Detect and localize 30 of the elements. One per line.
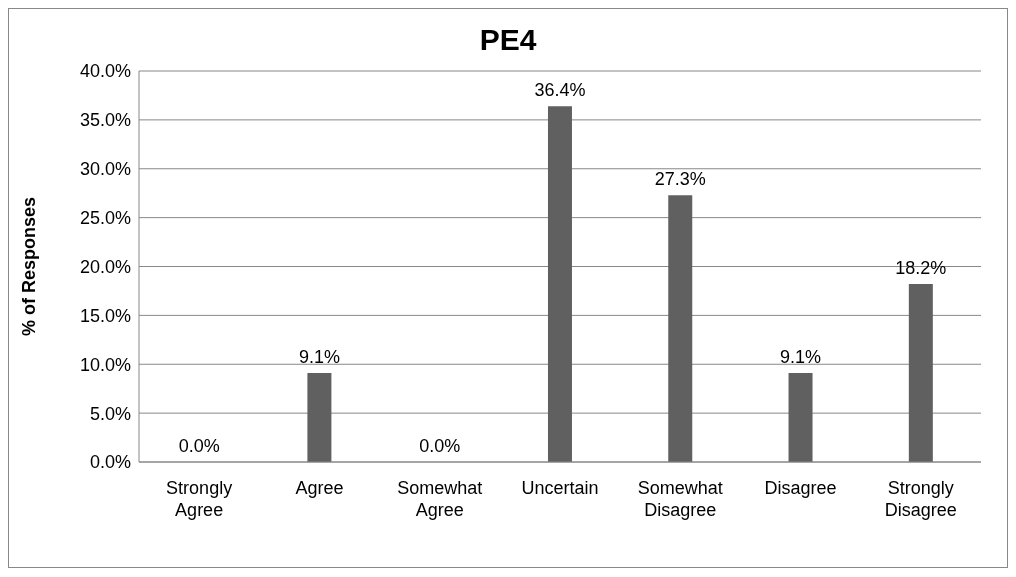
data-label: 9.1% xyxy=(298,347,340,368)
x-tick-label: Somewhat Disagree xyxy=(637,478,723,520)
y-tick-label: 35.0% xyxy=(79,110,131,131)
x-tick-label: Strongly Disagree xyxy=(884,478,957,520)
y-tick-label: 25.0% xyxy=(79,208,131,229)
bar xyxy=(668,195,693,462)
y-tick-label: 5.0% xyxy=(89,403,131,424)
x-tick-label: Strongly Agree xyxy=(166,478,233,520)
x-tick-label: Agree xyxy=(295,478,344,499)
y-tick-label: 30.0% xyxy=(79,159,131,180)
y-tick-label: 0.0% xyxy=(89,452,131,473)
x-tick-label: Disagree xyxy=(764,478,837,499)
data-label: 27.3% xyxy=(654,169,706,190)
y-tick-label: 40.0% xyxy=(79,61,131,82)
data-label: 9.1% xyxy=(780,347,822,368)
data-label: 0.0% xyxy=(419,436,461,456)
data-label: 18.2% xyxy=(895,258,947,279)
data-label: 0.0% xyxy=(178,436,220,456)
data-label: 36.4% xyxy=(534,80,586,101)
y-axis-title: % of Responses xyxy=(19,196,40,337)
chart-title: PE4 xyxy=(478,23,538,57)
y-tick-label: 15.0% xyxy=(79,305,131,326)
x-tick-label: Somewhat Agree xyxy=(397,478,483,520)
x-tick-label: Uncertain xyxy=(521,478,599,499)
bar xyxy=(547,106,572,462)
bar xyxy=(307,373,332,462)
bar xyxy=(908,284,933,462)
y-tick-label: 20.0% xyxy=(79,256,131,277)
y-tick-label: 10.0% xyxy=(79,354,131,375)
bar xyxy=(788,373,813,462)
